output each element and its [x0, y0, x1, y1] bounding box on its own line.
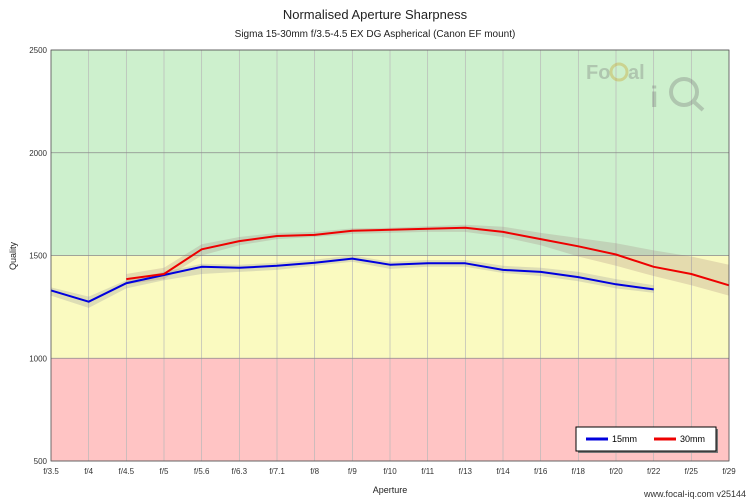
legend: 15mm 30mm — [575, 426, 718, 453]
focal-iq-logo: Fo al i — [586, 62, 705, 114]
x-tick-label: f/22 — [647, 467, 661, 476]
x-tick-label: f/8 — [310, 467, 319, 476]
x-tick-label: f/6.3 — [232, 467, 248, 476]
chart-subtitle: Sigma 15-30mm f/3.5-4.5 EX DG Aspherical… — [235, 29, 516, 40]
x-tick-label: f/4.5 — [119, 467, 135, 476]
confidence-band-15mm — [51, 255, 654, 308]
x-tick-label: f/10 — [383, 467, 397, 476]
y-tick-label: 1000 — [29, 354, 47, 363]
y-tick-label: 1500 — [29, 252, 47, 261]
x-tick-label: f/11 — [421, 467, 434, 476]
x-tick-label: f/7.1 — [269, 467, 285, 476]
x-tick-label: f/25 — [685, 467, 699, 476]
y-axis-label: Quality — [8, 241, 18, 270]
legend-label-30mm: 30mm — [680, 434, 705, 444]
chart-title: Normalised Aperture Sharpness — [283, 7, 468, 22]
svg-text:al: al — [628, 62, 645, 84]
x-tick-label: f/4 — [84, 467, 93, 476]
legend-label-15mm: 15mm — [612, 434, 637, 444]
x-tick-label: f/29 — [722, 467, 736, 476]
x-tick-label: f/16 — [534, 467, 548, 476]
series-line-15mm — [50, 257, 654, 303]
x-axis-label: Aperture — [373, 485, 408, 495]
confidence-band-30mm — [126, 224, 730, 296]
footer-text: www.focal-iq.com v25144 — [643, 489, 746, 499]
x-tick-label: f/9 — [348, 467, 357, 476]
x-tick-label: f/5.6 — [194, 467, 210, 476]
x-tick-label: f/20 — [609, 467, 623, 476]
y-tick-label: 500 — [34, 457, 48, 466]
svg-text:i: i — [650, 81, 658, 114]
x-tick-label: f/3.5 — [43, 467, 59, 476]
y-tick-label: 2500 — [29, 46, 47, 55]
series-line-30mm — [126, 226, 730, 287]
x-tick-label: f/18 — [572, 467, 586, 476]
x-tick-label: f/13 — [459, 467, 473, 476]
svg-text:Fo: Fo — [586, 62, 610, 84]
plot-frame — [50, 49, 730, 462]
x-tick-label: f/5 — [160, 467, 169, 476]
x-tick-label: f/14 — [496, 467, 510, 476]
y-tick-label: 2000 — [29, 149, 47, 158]
